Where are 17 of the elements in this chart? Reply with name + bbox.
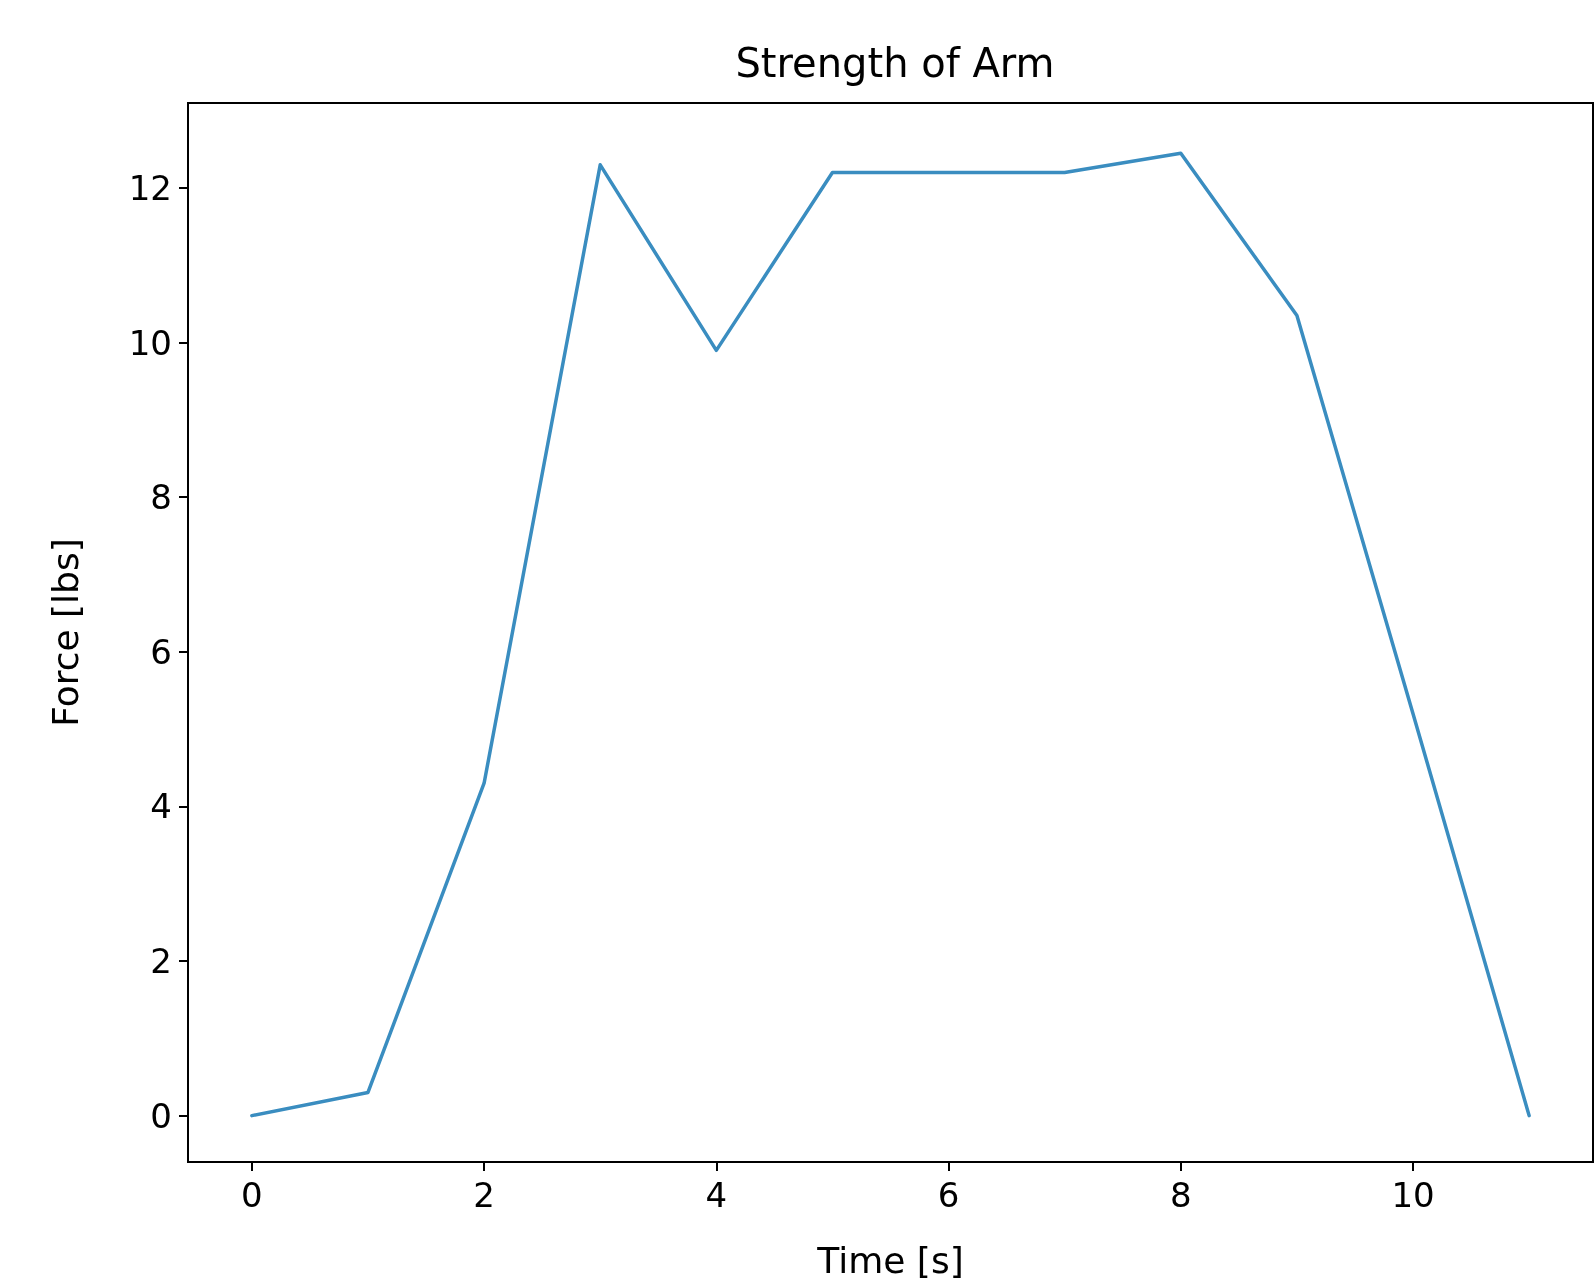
y-tick-label: 8 [150,477,172,518]
y-tick-label: 4 [150,786,172,827]
y-tick-label: 12 [128,168,172,209]
y-tick-label: 0 [150,1095,172,1136]
y-axis-title: Force [lbs] [44,538,86,727]
x-tick-label: 10 [1391,1175,1435,1215]
x-tick-label: 0 [241,1175,263,1215]
line-series [250,151,1531,1118]
x-tick-label: 8 [1169,1175,1192,1215]
x-tick-label: 6 [937,1175,960,1215]
y-tick-label: 2 [150,941,172,982]
chart-title: Strength of Arm [735,40,1055,86]
y-tick-label: 6 [150,631,172,672]
y-tick-label: 10 [128,322,172,363]
x-axis-title: Time [s] [816,1239,964,1281]
x-tick-label: 4 [705,1175,728,1215]
x-tick-label: 2 [473,1175,495,1215]
